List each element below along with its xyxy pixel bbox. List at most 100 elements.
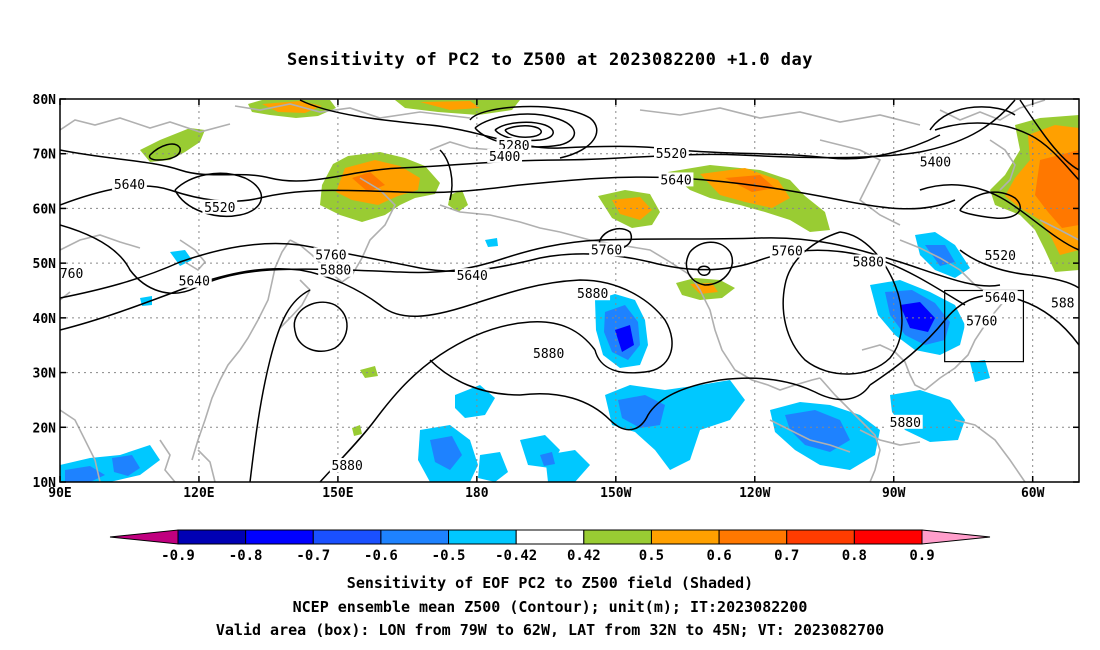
longitude-labels: 90E 120E 150E 180 150W 120W 90W 60W bbox=[48, 486, 1044, 501]
contour-label-bg bbox=[60, 265, 85, 280]
colorbar-label: 0.42 bbox=[567, 548, 601, 564]
contour-label-bg bbox=[318, 262, 353, 277]
map-frame bbox=[59, 98, 1080, 483]
latitude-labels: 80N 70N 60N 50N 40N 30N 20N 10N bbox=[33, 93, 57, 491]
contour-label: 5760 bbox=[315, 248, 346, 263]
contour-label: 5760 bbox=[591, 243, 622, 258]
lon-label: 120W bbox=[739, 486, 770, 501]
contour-label-bg bbox=[850, 254, 886, 269]
colorbar-label: 0.5 bbox=[639, 548, 664, 564]
colorbar-upper-extension bbox=[921, 529, 991, 545]
contour-label-bg bbox=[982, 247, 1018, 262]
contour-label-bg bbox=[589, 242, 624, 257]
contour-label-bg bbox=[1049, 295, 1077, 310]
lat-label: 60N bbox=[33, 202, 57, 217]
contour-label: 5880 bbox=[332, 459, 363, 474]
contour-label-bg bbox=[496, 137, 532, 152]
contour-label: 5400 bbox=[920, 155, 951, 170]
contour-label-bg bbox=[313, 247, 349, 262]
contour-label: 5880 bbox=[577, 287, 608, 302]
colorbar-swatch bbox=[583, 529, 652, 545]
colorbar-label: -0.5 bbox=[432, 548, 466, 564]
lon-label: 60W bbox=[1021, 486, 1045, 501]
lon-label: 90E bbox=[48, 486, 71, 501]
colorbar-lower-extension bbox=[109, 529, 179, 545]
contour-label: 5760 bbox=[772, 245, 803, 260]
colorbar-label: -0.8 bbox=[229, 548, 263, 564]
contour-label-bg bbox=[575, 286, 611, 301]
colorbar-label: -0.42 bbox=[495, 548, 537, 564]
colorbar-swatch bbox=[853, 529, 923, 545]
lat-label: 20N bbox=[33, 421, 57, 436]
contour-label: 5880 bbox=[890, 416, 921, 431]
contour-label: 5640 bbox=[457, 269, 488, 284]
contour-label: 5880 bbox=[853, 256, 884, 271]
contour-label: 5520 bbox=[985, 249, 1016, 264]
contour-label: 5640 bbox=[660, 173, 691, 188]
lat-label: 80N bbox=[33, 93, 57, 108]
contour-label: 760 bbox=[60, 267, 83, 282]
contour-label: 5640 bbox=[114, 178, 145, 193]
contour-label-bg bbox=[112, 176, 147, 191]
contour-label-bg bbox=[982, 290, 1018, 305]
lat-label: 40N bbox=[33, 312, 57, 327]
contour-label-bg bbox=[918, 154, 953, 169]
colorbar-swatch bbox=[786, 529, 855, 545]
colorbar-swatch bbox=[312, 529, 382, 545]
lon-label: 90W bbox=[882, 486, 906, 501]
contour-label-bg bbox=[329, 458, 365, 473]
contour-label: 5520 bbox=[656, 147, 687, 162]
colorbar-label: 0.7 bbox=[774, 548, 799, 564]
contour-label: 5400 bbox=[489, 150, 520, 165]
lon-label: 180 bbox=[465, 486, 489, 501]
caption-line-3: Valid area (box): LON from 79W to 62W, L… bbox=[215, 621, 885, 639]
colorbar-label: 0.6 bbox=[706, 548, 731, 564]
lon-label: 120E bbox=[183, 486, 214, 501]
contour-label-bg bbox=[769, 243, 805, 258]
colorbar-swatch bbox=[515, 529, 585, 545]
colorbar-swatch bbox=[177, 529, 247, 545]
lon-label: 150E bbox=[322, 486, 353, 501]
contour-label: 5760 bbox=[966, 315, 997, 330]
contour-label-bg bbox=[964, 313, 1000, 328]
positive-sensitivity-areas bbox=[140, 100, 1079, 436]
contour-label: 5880 bbox=[533, 347, 564, 362]
sensitivity-shading bbox=[60, 100, 1079, 482]
chart-title: Sensitivity of PC2 to Z500 at 2023082200… bbox=[286, 50, 813, 70]
lat-label: 10N bbox=[33, 476, 57, 491]
lon-label: 150W bbox=[600, 486, 631, 501]
contour-label: 5880 bbox=[320, 264, 351, 279]
colorbar-label: -0.9 bbox=[161, 548, 195, 564]
colorbar-swatch bbox=[718, 529, 788, 545]
colorbar-swatch bbox=[245, 529, 314, 545]
coastlines bbox=[60, 99, 1079, 482]
colorbar-label: 0.8 bbox=[842, 548, 867, 564]
colorbar-swatch bbox=[448, 529, 517, 545]
caption-line-2: NCEP ensemble mean Z500 (Contour); unit(… bbox=[292, 598, 808, 616]
contour-label-bg bbox=[658, 172, 694, 187]
contour-label-bg bbox=[176, 273, 212, 288]
contour-label: 5640 bbox=[179, 275, 210, 290]
contour-label-bg bbox=[454, 268, 490, 283]
axis-ticks bbox=[59, 98, 1079, 483]
contour-label: 5640 bbox=[985, 291, 1016, 306]
contour-label-bg bbox=[887, 414, 923, 429]
colorbar-label: -0.7 bbox=[296, 548, 330, 564]
lat-label: 30N bbox=[33, 367, 57, 382]
lat-label: 70N bbox=[33, 148, 57, 163]
colorbar-swatch bbox=[650, 529, 720, 545]
colorbar-swatch bbox=[380, 529, 450, 545]
contour-label-bg bbox=[531, 345, 567, 360]
colorbar: -0.9 -0.8 -0.7 -0.6 -0.5 -0.42 0.42 0.5 0.6 0.7 0.… bbox=[109, 529, 991, 564]
contour-label-bg bbox=[487, 148, 523, 163]
contour-label: 588 bbox=[1051, 297, 1074, 312]
contour-label-bg bbox=[654, 146, 689, 161]
lat-label: 50N bbox=[33, 257, 57, 272]
caption-line-1: Sensitivity of EOF PC2 to Z500 field (Sh… bbox=[346, 574, 754, 592]
colorbar-label: -0.6 bbox=[364, 548, 398, 564]
contour-label-bg bbox=[202, 199, 238, 214]
negative-sensitivity-areas bbox=[60, 232, 990, 482]
colorbar-label: 0.9 bbox=[909, 548, 934, 564]
